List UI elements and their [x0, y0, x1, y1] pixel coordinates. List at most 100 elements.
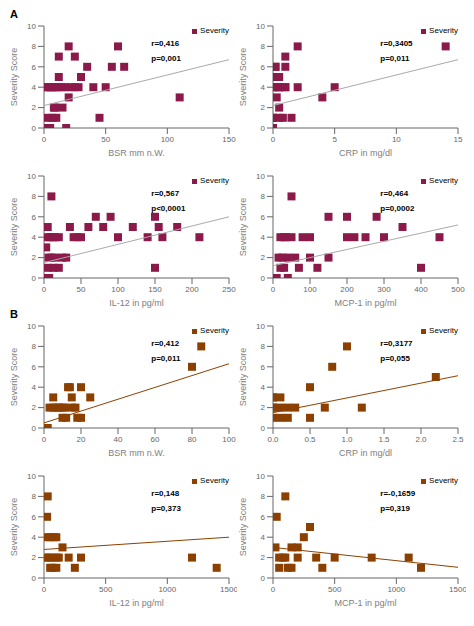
svg-text:Severity Score: Severity Score — [9, 48, 19, 107]
svg-text:10: 10 — [256, 22, 265, 31]
svg-text:4: 4 — [261, 83, 266, 92]
svg-text:10: 10 — [27, 322, 36, 331]
svg-text:150: 150 — [148, 285, 162, 294]
svg-text:250: 250 — [222, 285, 236, 294]
svg-text:2: 2 — [32, 103, 37, 112]
svg-text:10: 10 — [256, 172, 265, 181]
svg-text:20: 20 — [77, 435, 86, 444]
svg-text:10: 10 — [27, 172, 36, 181]
svg-text:0.0: 0.0 — [267, 435, 279, 444]
svg-text:Severity Score: Severity Score — [238, 498, 248, 557]
svg-text:200: 200 — [185, 285, 199, 294]
svg-text:100: 100 — [111, 285, 125, 294]
svg-text:MCP-1 in pg/ml: MCP-1 in pg/ml — [334, 598, 396, 608]
svg-text:0: 0 — [42, 435, 47, 444]
svg-text:0: 0 — [271, 585, 276, 594]
svg-text:2: 2 — [261, 553, 266, 562]
svg-text:5: 5 — [332, 135, 337, 144]
svg-text:0.5: 0.5 — [304, 435, 316, 444]
svg-text:10: 10 — [27, 22, 36, 31]
svg-text:10: 10 — [256, 472, 265, 481]
svg-text:4: 4 — [261, 533, 266, 542]
svg-text:1000: 1000 — [387, 585, 405, 594]
svg-text:1000: 1000 — [158, 585, 176, 594]
svg-text:100: 100 — [303, 285, 317, 294]
svg-text:100: 100 — [161, 135, 175, 144]
svg-text:6: 6 — [32, 513, 37, 522]
svg-text:4: 4 — [32, 383, 37, 392]
svg-text:8: 8 — [261, 492, 266, 501]
svg-text:1.5: 1.5 — [378, 435, 390, 444]
svg-text:CRP in mg/dl: CRP in mg/dl — [339, 148, 392, 158]
svg-text:15: 15 — [454, 135, 463, 144]
svg-text:0: 0 — [261, 124, 266, 133]
svg-text:0: 0 — [42, 585, 47, 594]
svg-text:Severity Score: Severity Score — [9, 498, 19, 557]
svg-text:2: 2 — [261, 403, 266, 412]
svg-text:1500: 1500 — [220, 585, 237, 594]
svg-text:0: 0 — [261, 574, 266, 583]
svg-text:0: 0 — [261, 274, 266, 283]
svg-text:400: 400 — [414, 285, 428, 294]
svg-text:8: 8 — [32, 492, 37, 501]
svg-text:8: 8 — [32, 42, 37, 51]
svg-text:6: 6 — [32, 363, 37, 372]
svg-text:200: 200 — [340, 285, 354, 294]
svg-text:4: 4 — [261, 233, 266, 242]
svg-text:10: 10 — [27, 472, 36, 481]
svg-text:0: 0 — [42, 135, 47, 144]
svg-text:500: 500 — [99, 585, 113, 594]
svg-text:6: 6 — [261, 63, 266, 72]
svg-text:0: 0 — [32, 124, 37, 133]
svg-text:4: 4 — [32, 533, 37, 542]
svg-text:0: 0 — [271, 285, 276, 294]
svg-text:IL-12 in pg/ml: IL-12 in pg/ml — [109, 298, 164, 308]
svg-text:0: 0 — [32, 274, 37, 283]
svg-text:MCP-1 in pg/ml: MCP-1 in pg/ml — [334, 298, 396, 308]
svg-text:8: 8 — [261, 342, 266, 351]
svg-text:6: 6 — [261, 363, 266, 372]
svg-text:0: 0 — [32, 574, 37, 583]
svg-text:50: 50 — [77, 285, 86, 294]
svg-text:4: 4 — [32, 83, 37, 92]
svg-text:300: 300 — [377, 285, 391, 294]
svg-text:Severity Score: Severity Score — [238, 198, 248, 257]
svg-text:2: 2 — [32, 553, 37, 562]
svg-text:6: 6 — [32, 63, 37, 72]
svg-text:1.0: 1.0 — [341, 435, 353, 444]
svg-text:Severity Score: Severity Score — [9, 348, 19, 407]
svg-text:IL-12 in pg/ml: IL-12 in pg/ml — [109, 598, 164, 608]
svg-text:6: 6 — [261, 513, 266, 522]
svg-text:80: 80 — [188, 435, 197, 444]
svg-text:6: 6 — [261, 213, 266, 222]
svg-text:2: 2 — [32, 403, 37, 412]
svg-text:CRP in mg/dl: CRP in mg/dl — [339, 448, 392, 458]
svg-text:2: 2 — [261, 253, 266, 262]
svg-text:Severity Score: Severity Score — [9, 198, 19, 257]
svg-text:4: 4 — [32, 233, 37, 242]
svg-text:40: 40 — [114, 435, 123, 444]
svg-text:500: 500 — [328, 585, 342, 594]
svg-text:8: 8 — [261, 42, 266, 51]
svg-text:BSR mm n.W.: BSR mm n.W. — [108, 148, 165, 158]
svg-text:2: 2 — [261, 103, 266, 112]
svg-text:50: 50 — [101, 135, 110, 144]
svg-text:0: 0 — [271, 135, 276, 144]
svg-text:Severity Score: Severity Score — [238, 348, 248, 407]
svg-text:500: 500 — [451, 285, 465, 294]
svg-text:1500: 1500 — [449, 585, 466, 594]
svg-text:6: 6 — [32, 213, 37, 222]
svg-text:150: 150 — [222, 135, 236, 144]
svg-text:100: 100 — [222, 435, 236, 444]
svg-text:2.0: 2.0 — [415, 435, 427, 444]
svg-text:10: 10 — [256, 322, 265, 331]
svg-text:0: 0 — [32, 424, 37, 433]
svg-text:60: 60 — [151, 435, 160, 444]
svg-text:4: 4 — [261, 383, 266, 392]
svg-text:2.5: 2.5 — [452, 435, 464, 444]
svg-text:10: 10 — [392, 135, 401, 144]
svg-text:8: 8 — [32, 342, 37, 351]
svg-text:0: 0 — [261, 424, 266, 433]
svg-text:BSR mm n.W.: BSR mm n.W. — [108, 448, 165, 458]
svg-text:2: 2 — [32, 253, 37, 262]
